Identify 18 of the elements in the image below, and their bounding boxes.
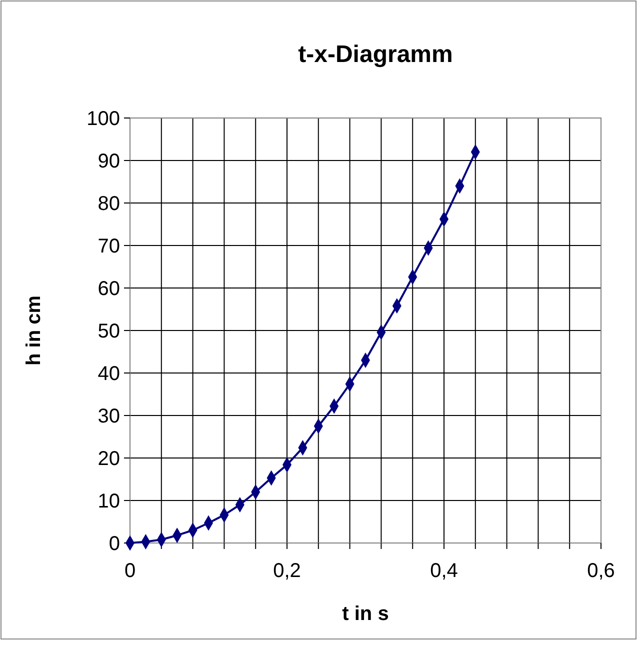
x-tick-label: 0,6 [587, 560, 615, 582]
y-tick-label: 20 [98, 448, 120, 470]
y-tick-label: 10 [98, 490, 120, 512]
y-tick-label: 80 [98, 193, 120, 215]
x-tick-label: 0,2 [273, 560, 301, 582]
y-tick-label: 70 [98, 236, 120, 258]
y-tick-label: 90 [98, 150, 120, 172]
y-axis-title: h in cm [23, 295, 45, 366]
y-tick-label: 50 [98, 320, 120, 342]
x-tick-label: 0 [124, 560, 136, 582]
y-tick-label: 0 [108, 533, 120, 555]
y-tick-label: 30 [98, 406, 120, 428]
y-tick-label: 60 [98, 278, 120, 300]
chart-title: t-x-Diagramm [298, 41, 453, 68]
x-axis-title: t in s [342, 603, 389, 625]
y-tick-label: 100 [86, 108, 120, 130]
y-tick-label: 40 [98, 363, 120, 385]
x-tick-label: 0,4 [430, 560, 458, 582]
